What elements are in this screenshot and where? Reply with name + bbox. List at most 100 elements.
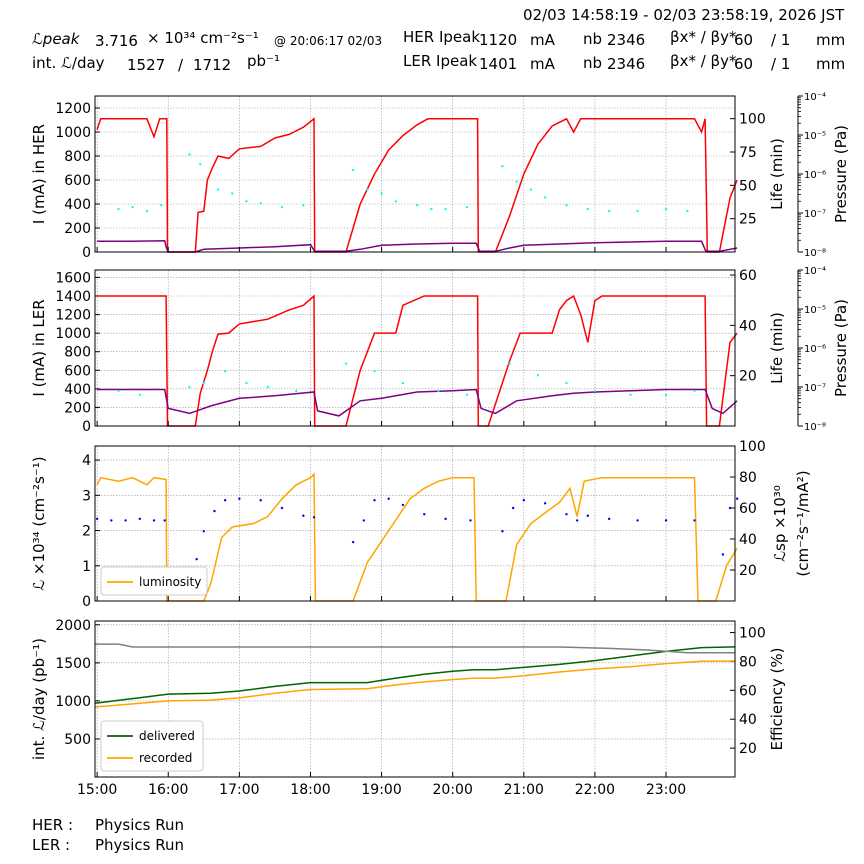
y3-tick-label: 10⁻⁸	[804, 248, 826, 259]
y-tick-label: 1000	[55, 694, 91, 710]
pressure-point	[465, 205, 469, 209]
pressure-point	[373, 370, 376, 373]
pressure-point	[437, 389, 440, 393]
pressure-point	[629, 393, 632, 396]
y3-tick-label: 10⁻⁵	[804, 131, 826, 142]
ler-nb-label: nb	[583, 54, 603, 72]
her-beta-unit: mm	[816, 31, 846, 49]
specific_lumi-point	[213, 509, 216, 513]
y2-tick-label: 20	[739, 563, 757, 579]
specific_lumi-point	[693, 519, 696, 522]
pressure-point	[245, 200, 248, 203]
int-lumi-recorded: 1712	[193, 56, 232, 74]
y-tick-label: 2000	[55, 618, 91, 634]
legend-label: luminosity	[139, 575, 201, 589]
pressure-point	[259, 202, 262, 205]
y-tick-label: 400	[64, 382, 91, 398]
pressure-point	[223, 370, 227, 373]
y3-tick-label: 10⁻⁴	[804, 92, 826, 103]
legend-box	[100, 566, 208, 596]
y-tick-label: 1200	[55, 308, 91, 324]
pressure-point	[444, 207, 447, 211]
y3-tick-label: 10⁻⁷	[804, 383, 826, 394]
y2-axis-label: Life (min)	[768, 138, 786, 210]
specific_lumi-point	[362, 519, 365, 522]
pressure-point	[145, 209, 149, 213]
specific_lumi-point	[543, 502, 547, 505]
y-axis-label: I (mA) in LER	[30, 299, 48, 396]
current-line	[96, 117, 738, 253]
y-tick-label: 1	[82, 559, 91, 575]
y-tick-label: 3	[82, 488, 91, 504]
y-tick-label: 1000	[55, 326, 91, 342]
specific_lumi-point	[302, 514, 305, 517]
int-lumi-label: int. ℒ/day	[32, 54, 105, 72]
y2-axis-label: (cm⁻²s⁻¹/mA²)	[794, 470, 812, 576]
x-tick-label: 15:00	[77, 782, 117, 798]
pressure-point	[138, 393, 141, 396]
her-beta-x: 60	[734, 31, 754, 49]
int-lumi-slash: /	[178, 56, 184, 74]
pressure-point	[465, 393, 469, 396]
y3-axis-label: Pressure (Pa)	[832, 299, 850, 397]
pressure-point	[664, 393, 668, 396]
y-tick-label: 600	[64, 363, 91, 379]
y-tick-label: 500	[64, 732, 91, 748]
specific_lumi-point	[238, 497, 241, 500]
specific_lumi-point	[259, 499, 262, 502]
pressure-point	[302, 204, 305, 207]
plot-frame	[94, 269, 736, 427]
y-tick-label: 600	[64, 173, 91, 189]
y-tick-label: 400	[64, 197, 91, 213]
pressure-point	[401, 381, 405, 385]
specific_lumi-point	[728, 506, 732, 510]
pressure-point	[280, 205, 284, 209]
recorded-line	[94, 660, 736, 708]
y3-tick-label: 10⁻⁷	[804, 209, 826, 220]
specific_lumi-point	[469, 519, 472, 522]
pressure-point	[266, 385, 269, 389]
y-tick-label: 1600	[55, 270, 91, 286]
pressure-point	[586, 207, 589, 211]
y2-tick-label: 100	[739, 112, 766, 128]
pressure-point	[529, 188, 533, 191]
y2-tick-label: 60	[739, 268, 757, 284]
ler-beta-y: / 1	[771, 55, 791, 73]
legend-label: delivered	[139, 729, 195, 743]
ler-ipeak-label: LER Ipeak	[403, 52, 478, 70]
specific_lumi-point	[586, 514, 589, 517]
specific_lumi-point	[607, 517, 611, 521]
current-line	[97, 294, 738, 427]
y2-tick-label: 40	[739, 532, 757, 548]
pressure-point	[366, 188, 369, 191]
y2-tick-label: 100	[739, 626, 766, 642]
x-tick-label: 19:00	[361, 782, 401, 798]
ler-beta-label: βx* / βy*	[670, 52, 737, 70]
pressure-point	[131, 205, 134, 209]
specific_lumi-point	[664, 519, 668, 522]
pressure-point	[565, 381, 568, 385]
pressure-point	[188, 153, 191, 156]
x-tick-label: 23:00	[646, 782, 686, 798]
specific_lumi-point	[565, 513, 568, 516]
specific_lumi-point	[401, 503, 405, 507]
y2-tick-label: 80	[739, 470, 757, 486]
lpeak-unit: × 10³⁴ cm⁻²s⁻¹	[147, 29, 259, 47]
y-tick-label: 1500	[55, 656, 91, 672]
ler-nb-value: 2346	[607, 55, 646, 73]
ler-ipeak-value: 1401	[479, 55, 518, 73]
y2-tick-label: 40	[739, 712, 757, 728]
her-ipeak-unit: mA	[530, 31, 555, 49]
y2-tick-label: 20	[739, 369, 757, 385]
her-nb-label: nb	[583, 30, 603, 48]
y2-tick-label: 50	[739, 178, 757, 194]
y-axis-label: ℒ ×10³⁴ (cm⁻²s⁻¹)	[30, 456, 48, 590]
ler-status-label: LER :	[32, 836, 71, 854]
x-tick-label: 18:00	[290, 782, 330, 798]
pressure-point	[430, 207, 433, 211]
pressure-point	[380, 192, 383, 195]
pressure-point	[351, 168, 355, 172]
x-tick-label: 17:00	[219, 782, 259, 798]
pressure-point	[199, 163, 202, 166]
specific_lumi-point	[522, 499, 525, 502]
